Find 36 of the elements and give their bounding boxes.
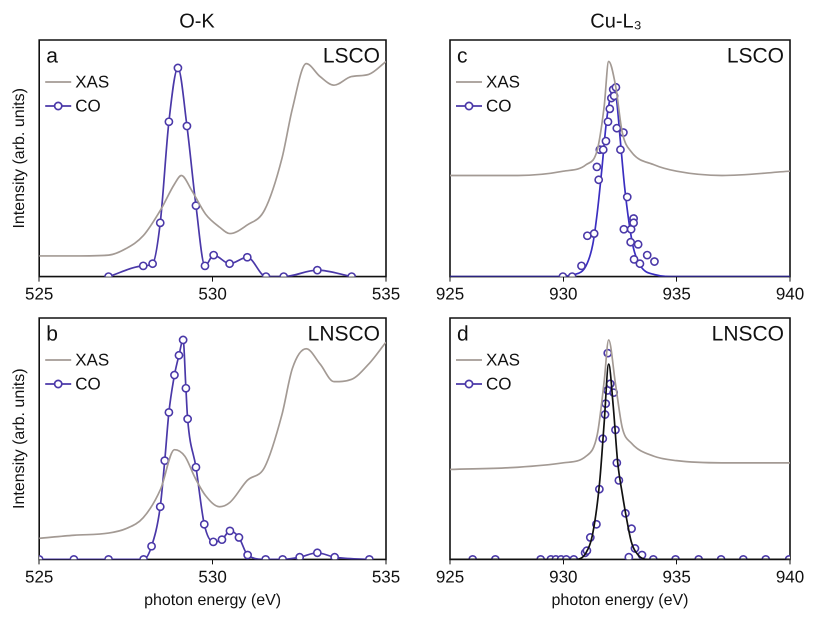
legend-label: CO (486, 96, 512, 116)
legend-label: XAS (486, 350, 520, 370)
annotation: a (46, 44, 58, 68)
x-tick-label: 935 (662, 567, 691, 586)
x-tick-label: 940 (776, 284, 804, 304)
x-tick-label: 525 (25, 284, 54, 304)
annotation: b (46, 322, 58, 346)
annotation: LNSCO (712, 322, 784, 346)
legend-label: CO (75, 374, 101, 394)
x-axis-title: photon energy (eV) (144, 592, 282, 609)
x-axis-title: photon energy (eV) (552, 592, 688, 609)
annotation: c (457, 44, 468, 68)
chart-title: Cu-L₃ (590, 10, 642, 33)
annotation: LSCO (726, 44, 784, 68)
x-tick-label: 535 (372, 284, 400, 304)
x-tick-label: 935 (662, 284, 691, 304)
annotation: LNSCO (308, 322, 380, 346)
x-tick-label: 530 (198, 284, 227, 304)
y-axis-title: Intensity (arb. units) (11, 368, 28, 509)
x-tick-label: 925 (436, 567, 464, 586)
x-tick-label: 940 (776, 567, 804, 586)
y-axis-title: Intensity (arb. units) (11, 88, 28, 229)
x-tick-label: 930 (549, 284, 578, 304)
legend-label: XAS (75, 72, 110, 92)
annotation: d (457, 322, 469, 346)
annotation: LSCO (322, 44, 380, 68)
legend-label: CO (486, 374, 512, 394)
chart-title: O-K (179, 10, 216, 33)
x-tick-label: 530 (198, 567, 227, 586)
x-tick-label: 525 (25, 567, 54, 586)
x-tick-label: 535 (372, 567, 400, 586)
x-tick-label: 930 (549, 567, 578, 586)
legend-label: XAS (75, 350, 110, 370)
x-tick-label: 925 (436, 284, 464, 304)
legend-label: CO (75, 96, 101, 116)
legend-label: XAS (486, 72, 520, 92)
